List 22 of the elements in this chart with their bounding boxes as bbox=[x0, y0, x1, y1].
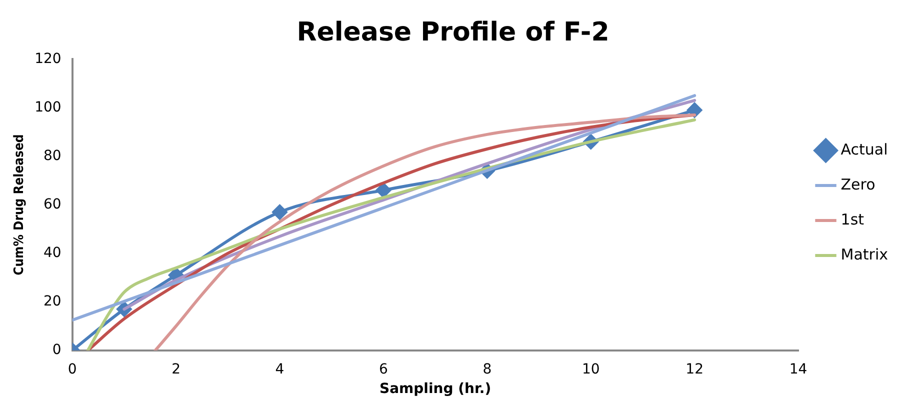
chart-title: Release Profile of F-2 bbox=[296, 17, 610, 48]
y-tick-label: 20 bbox=[43, 294, 62, 310]
y-tick-label: 60 bbox=[43, 196, 62, 212]
x-tick-label: 6 bbox=[378, 361, 388, 378]
legend-label: 1st bbox=[840, 210, 864, 228]
y-tick-label: 80 bbox=[43, 148, 62, 164]
legend-label: Actual bbox=[840, 140, 888, 158]
x-tick-label: 10 bbox=[582, 361, 600, 378]
x-tick-label: 0 bbox=[68, 361, 77, 378]
y-tick-label: 120 bbox=[34, 50, 62, 67]
y-tick-label: 100 bbox=[34, 99, 62, 116]
x-tick-label: 8 bbox=[482, 361, 492, 378]
x-axis-title: Sampling (hr.) bbox=[380, 381, 492, 398]
x-tick-label: 12 bbox=[686, 361, 704, 378]
x-tick-label: 4 bbox=[275, 361, 284, 378]
legend-label: Zero bbox=[840, 175, 876, 194]
x-tick-label: 14 bbox=[789, 361, 808, 378]
y-tick-label: 40 bbox=[43, 244, 62, 261]
legend-label: Matrix bbox=[840, 245, 888, 264]
x-tick-label: 2 bbox=[172, 361, 180, 378]
y-axis-title: Cum% Drug Released bbox=[12, 134, 28, 276]
y-tick-label: 0 bbox=[52, 342, 62, 358]
